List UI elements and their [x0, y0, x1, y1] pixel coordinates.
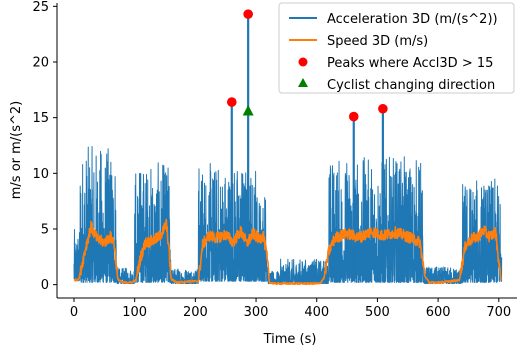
y-tick-label: 5	[41, 222, 49, 237]
y-axis-title: m/s or m/(s^2)	[9, 101, 24, 200]
peak-marker-2	[348, 111, 359, 122]
legend-frame	[278, 2, 515, 94]
x-axis-title: Time (s)	[263, 332, 317, 347]
speed-layer	[73, 218, 502, 286]
axes	[56, 3, 517, 299]
y-tick-label: 20	[32, 56, 49, 71]
x-tick-label: 0	[70, 305, 78, 320]
y-tick-label: 0	[41, 278, 49, 293]
x-tick-label: 300	[244, 305, 269, 320]
legend-peaks-label: Peaks where Accl3D > 15	[327, 56, 493, 71]
y-tick-label: 15	[32, 111, 49, 126]
x-tick-label: 100	[122, 305, 147, 320]
x-tick-label: 200	[183, 305, 208, 320]
legend: Acceleration 3D (m/(s^2)) Speed 3D (m/s)…	[278, 2, 515, 94]
peak-marker-3	[378, 103, 388, 114]
legend-speed-label: Speed 3D (m/s)	[327, 34, 428, 49]
speed-series-line	[73, 218, 502, 286]
x-tick-label: 700	[486, 305, 511, 320]
legend-direction-label: Cyclist changing direction	[327, 78, 495, 93]
legend-peaks-swatch	[298, 57, 308, 67]
y-tick-label: 10	[32, 167, 49, 182]
peak-marker-0	[226, 97, 237, 107]
x-tick-label: 600	[426, 305, 451, 320]
y-tick-label: 25	[32, 0, 49, 15]
x-tick-label: 400	[304, 305, 329, 320]
marker-layer	[226, 9, 388, 122]
y-ticks: 0 5 10 15 20 25	[32, 0, 57, 293]
peak-marker-1	[243, 9, 253, 19]
direction-marker-0	[242, 104, 254, 116]
x-ticks: 0 100 200 300 400 500 600 700	[70, 298, 511, 320]
x-tick-label: 500	[365, 305, 390, 320]
legend-acceleration-label: Acceleration 3D (m/(s^2))	[327, 12, 498, 27]
legend-direction-swatch	[298, 78, 308, 87]
